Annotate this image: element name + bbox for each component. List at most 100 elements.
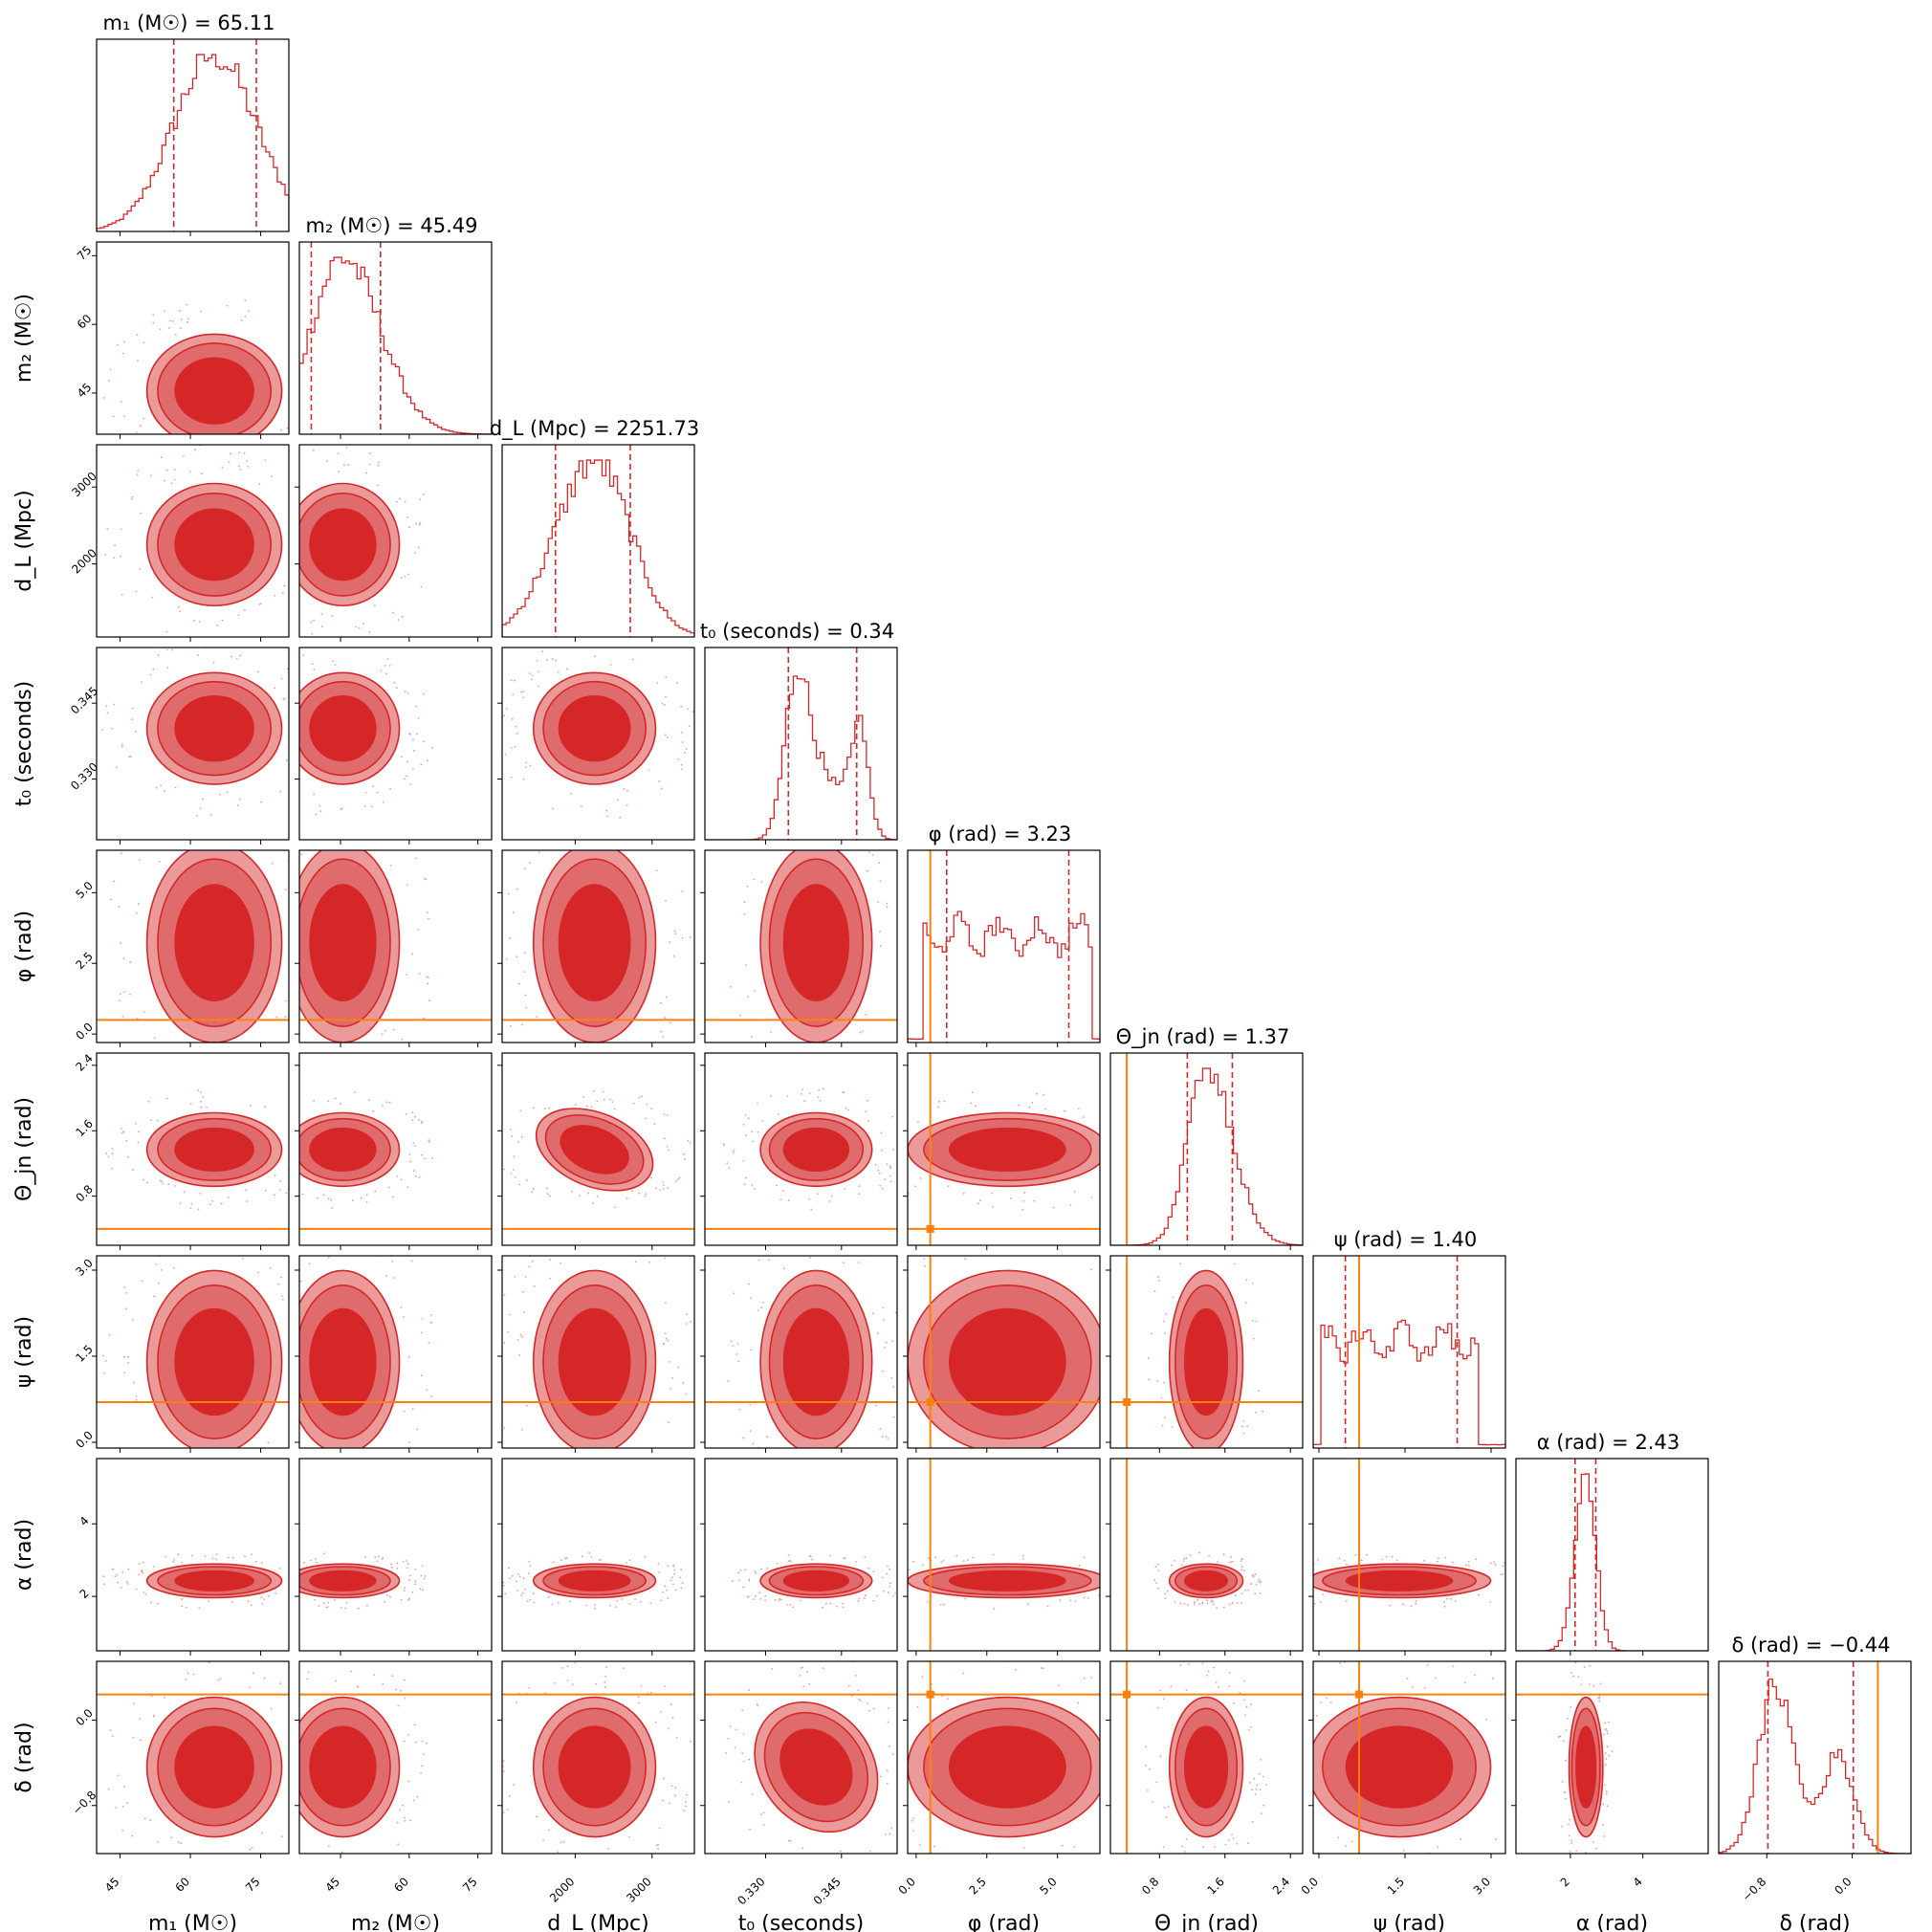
panel-psi-psi: ψ (rad) = 1.40+1.01 xyxy=(1312,1228,1506,1453)
panel-m2-m2: m₂ (M☉) = 45.49+8.24 xyxy=(298,214,493,439)
contour-3 xyxy=(782,1307,850,1416)
panel-frame xyxy=(96,1052,290,1246)
contour-3 xyxy=(779,1728,853,1806)
y-tick-label-phi: 5.0 xyxy=(73,879,95,901)
panel-phi-t0 xyxy=(700,849,898,1047)
panel-frame xyxy=(1109,1255,1304,1449)
contour-3 xyxy=(782,884,850,1002)
panel-frame xyxy=(96,849,290,1043)
histogram-psi xyxy=(1313,1319,1505,1448)
panel-frame xyxy=(1718,1660,1912,1855)
panel-dL-dL: d_L (Mpc) = 2251.73+464.46 xyxy=(490,417,699,642)
x-axis-label-m2: m₂ (M☉) xyxy=(351,1912,440,1932)
panel-frame xyxy=(704,1255,898,1449)
histogram-delta xyxy=(1719,1678,1911,1854)
panel-alpha-psi xyxy=(1308,1458,1506,1656)
panel-frame xyxy=(501,1458,695,1652)
panel-dL-m2 xyxy=(295,444,493,642)
x-tick-label-t0: 0.330 xyxy=(735,1875,767,1907)
contour-3 xyxy=(309,1725,377,1809)
y-tick-label-t0: 0.345 xyxy=(68,684,100,716)
panel-m2-m1: 45 60 75 xyxy=(75,241,290,439)
panel-theta-m2 xyxy=(295,1052,493,1250)
y-axis-label-psi: ψ (rad) xyxy=(12,1316,36,1388)
panel-dL-m1: 2000 3000 xyxy=(69,444,290,642)
contour-3 xyxy=(309,884,377,1002)
x-tick-label-m2: 45 xyxy=(322,1875,342,1895)
panel-alpha-m2 xyxy=(295,1458,493,1656)
injection-marker xyxy=(1123,1398,1131,1406)
panel-psi-phi xyxy=(903,1255,1101,1453)
panel-psi-theta xyxy=(1106,1255,1304,1453)
panel-delta-phi: 0.0 2.5 5.0 xyxy=(896,1660,1101,1898)
panel-frame xyxy=(298,849,493,1043)
x-axis-label-delta: δ (rad) xyxy=(1779,1912,1850,1932)
contour-3 xyxy=(560,1125,629,1175)
contour-3 xyxy=(1183,1307,1229,1416)
x-tick-label-t0: 0.345 xyxy=(811,1875,844,1907)
panel-t0-t0: t₀ (seconds) = 0.34+0.01 xyxy=(700,620,898,845)
x-tick-label-delta: −0.8 xyxy=(1740,1875,1769,1904)
y-tick-label-delta: −0.8 xyxy=(70,1789,99,1818)
histogram-t0 xyxy=(705,675,897,840)
x-tick-label-psi: 1.5 xyxy=(1385,1875,1407,1897)
y-tick-label-delta: 0.0 xyxy=(73,1706,95,1728)
x-tick-label-delta: 0.0 xyxy=(1832,1875,1854,1897)
panel-phi-m2 xyxy=(295,849,493,1047)
panel-frame xyxy=(907,1660,1101,1855)
y-tick-label-alpha: 2 xyxy=(77,1587,92,1601)
panel-m1-m1: m₁ (M☉) = 65.11+8.96 xyxy=(96,11,290,236)
panel-frame xyxy=(907,1458,1101,1652)
histogram-m2 xyxy=(299,256,492,434)
contour-3 xyxy=(174,884,254,1002)
panel-frame xyxy=(501,647,695,841)
panel-frame xyxy=(704,849,898,1043)
contour-3 xyxy=(174,508,254,582)
y-axis-label-delta: δ (rad) xyxy=(12,1722,36,1792)
panel-frame xyxy=(704,1458,898,1652)
panel-frame xyxy=(1109,1660,1304,1855)
x-tick-label-phi: 2.5 xyxy=(966,1875,988,1897)
y-tick-label-theta: 1.6 xyxy=(73,1117,95,1139)
y-axis-label-t0: t₀ (seconds) xyxy=(12,681,36,807)
contour-3 xyxy=(309,508,377,582)
y-tick-label-dL: 2000 xyxy=(69,546,99,576)
panel-frame xyxy=(704,1660,898,1855)
panel-phi-phi: φ (rad) = 3.23+2.17 xyxy=(907,823,1101,1047)
panel-title-delta: δ (rad) = −0.44+0.45 xyxy=(1731,1634,1890,1657)
panel-frame xyxy=(1312,1255,1506,1449)
contour-3 xyxy=(558,884,631,1002)
x-tick-label-phi: 5.0 xyxy=(1037,1875,1059,1897)
panel-psi-dL xyxy=(497,1255,695,1453)
panel-frame xyxy=(298,1660,493,1855)
x-tick-label-psi: 3.0 xyxy=(1471,1875,1493,1897)
contour-3 xyxy=(782,1127,850,1173)
panel-frame xyxy=(907,849,1101,1043)
contour-3 xyxy=(558,694,631,762)
panel-frame xyxy=(1515,1660,1709,1855)
y-tick-label-m2: 60 xyxy=(75,312,95,332)
panel-frame xyxy=(96,1458,290,1652)
panel-theta-t0 xyxy=(700,1052,898,1250)
contour-3 xyxy=(309,694,377,762)
panel-delta-m1: 45 60 75 −0.8 0.0 xyxy=(70,1660,290,1895)
panel-frame xyxy=(96,1660,290,1855)
panel-title-m2: m₂ (M☉) = 45.49+8.24 xyxy=(306,214,478,237)
panel-delta-psi: 0.0 1.5 3.0 xyxy=(1299,1660,1506,1898)
contour-3 xyxy=(1183,1725,1229,1809)
panel-frame xyxy=(96,444,290,638)
panel-alpha-theta xyxy=(1106,1458,1304,1656)
panel-t0-m1: 0.330 0.345 xyxy=(68,647,290,845)
y-tick-label-theta: 2.4 xyxy=(73,1051,95,1073)
panel-title-alpha: α (rad) = 2.43+0.27 xyxy=(1537,1431,1680,1454)
x-axis-label-theta: Θ_jn (rad) xyxy=(1154,1912,1259,1932)
panel-frame xyxy=(298,1458,493,1652)
y-tick-label-m2: 45 xyxy=(75,381,95,401)
y-axis-label-alpha: α (rad) xyxy=(12,1519,36,1591)
panel-alpha-m1: 24 xyxy=(77,1458,290,1656)
contour-3 xyxy=(1183,1570,1229,1592)
panel-frame xyxy=(96,38,290,232)
panel-delta-dL: 2000 3000 xyxy=(497,1660,695,1905)
y-tick-label-alpha: 4 xyxy=(77,1514,92,1528)
